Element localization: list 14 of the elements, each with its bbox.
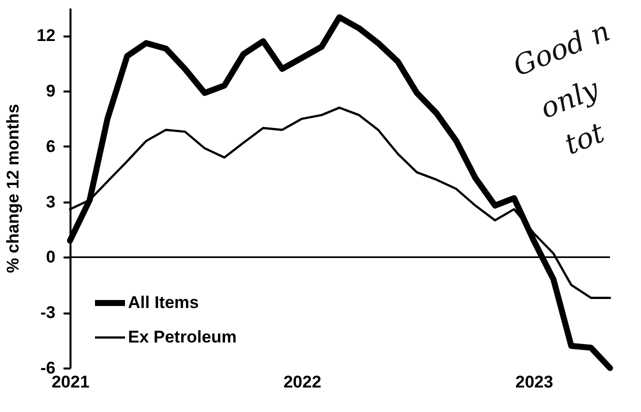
y-tick-label: -3 <box>40 303 56 322</box>
x-tick-label: 2022 <box>283 372 322 392</box>
y-tick-label: 12 <box>36 26 56 46</box>
y-tick-label: 9 <box>46 82 56 101</box>
annotation: Good n <box>508 14 614 83</box>
legend-label: Ex Petroleum <box>128 328 237 346</box>
x-tick-label: 2021 <box>52 372 90 392</box>
y-tick-label: 3 <box>46 192 56 212</box>
y-tick-label: 6 <box>46 136 56 156</box>
x-tick-label: 2023 <box>515 372 554 392</box>
annotation: tot <box>560 116 610 162</box>
y-tick-label: 0 <box>46 248 56 267</box>
legend-label: All Items <box>128 293 199 312</box>
y-axis-title: % change 12 months <box>4 104 23 274</box>
